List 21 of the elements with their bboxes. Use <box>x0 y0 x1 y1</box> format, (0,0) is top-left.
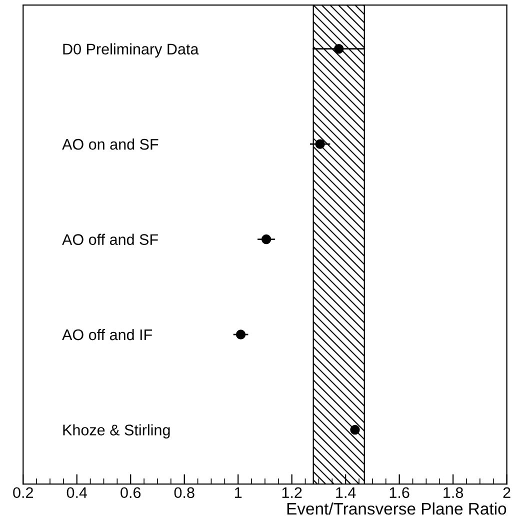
y-tick-label: AO on and SF <box>62 138 158 150</box>
point <box>315 139 325 149</box>
point <box>236 330 246 340</box>
x-tick-label: 2 <box>503 487 510 498</box>
y-tick-label: D0 Preliminary Data <box>63 43 199 58</box>
point <box>261 234 272 244</box>
x-tick-label: 1.6 <box>390 487 410 498</box>
x-tick-label: 0.2 <box>13 487 33 498</box>
x-tick-label: 0.4 <box>66 487 88 498</box>
y-tick-label: AO off and IF <box>62 328 152 340</box>
y-tick-label: AO off and SF <box>62 234 158 245</box>
point <box>350 424 360 435</box>
x-tick-label: 1 <box>235 487 242 498</box>
x-tick-label: 1.8 <box>444 487 464 498</box>
x-tick-label: 1.2 <box>282 487 302 498</box>
x-tick-label: 0.8 <box>174 487 194 498</box>
x-tick-label: 0.6 <box>120 487 141 498</box>
x-axis-title: Event/Transverse Plane Ratio <box>287 502 506 515</box>
y-tick-label: Khoze & Stirling <box>63 424 170 438</box>
x-tick-label: 1.4 <box>336 487 356 498</box>
point <box>334 44 344 54</box>
